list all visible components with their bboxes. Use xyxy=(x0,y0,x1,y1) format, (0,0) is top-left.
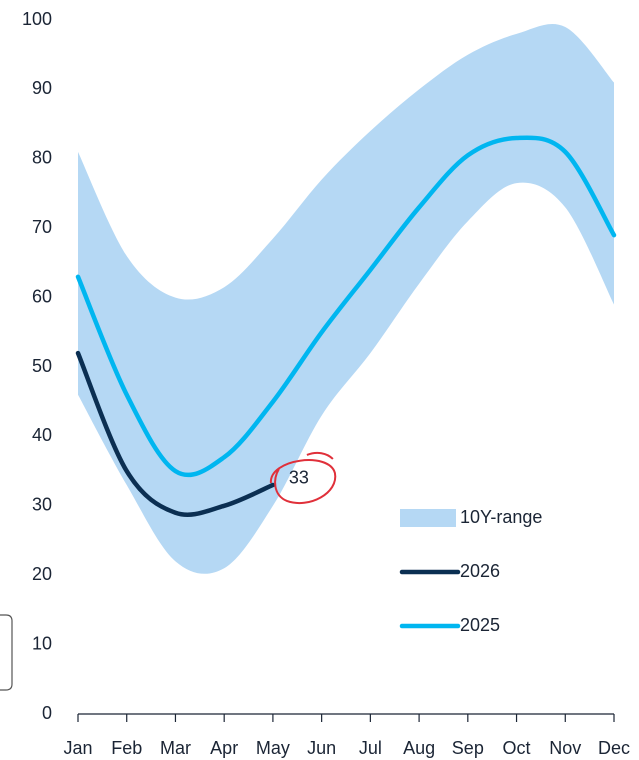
x-tick-label: Dec xyxy=(598,738,630,758)
y-tick-label: 100 xyxy=(22,9,52,29)
data-label: 33 xyxy=(289,468,309,488)
x-tick-label: Apr xyxy=(210,738,238,758)
legend-swatch xyxy=(400,509,456,527)
x-tick-label: Feb xyxy=(111,738,142,758)
series-line xyxy=(75,135,617,478)
x-tick-label: Nov xyxy=(549,738,581,758)
x-tick-label: Aug xyxy=(403,738,435,758)
x-tick-label: May xyxy=(256,738,290,758)
x-tick-label: Sep xyxy=(452,738,484,758)
y-tick-label: 10 xyxy=(32,633,52,653)
y-tick-label: 60 xyxy=(32,286,52,306)
x-tick-label: Jun xyxy=(307,738,336,758)
y-tick-label: 70 xyxy=(32,217,52,237)
x-tick-label: Oct xyxy=(503,738,531,758)
y-tick-label: 40 xyxy=(32,425,52,445)
y-tick-label: 50 xyxy=(32,356,52,376)
series-line xyxy=(75,350,276,517)
legend-label: 2025 xyxy=(460,615,500,635)
partial-frame xyxy=(0,614,13,691)
y-tick-label: 20 xyxy=(32,564,52,584)
x-tick-label: Mar xyxy=(160,738,191,758)
x-tick-label: Jul xyxy=(359,738,382,758)
y-tick-label: 80 xyxy=(32,148,52,168)
legend-label: 2026 xyxy=(460,561,500,581)
y-tick-label: 90 xyxy=(32,78,52,98)
highlight-circle xyxy=(269,451,337,504)
y-tick-label: 0 xyxy=(42,703,52,723)
x-tick-label: Jan xyxy=(63,738,92,758)
y-tick-label: 30 xyxy=(32,495,52,515)
legend-label: 10Y-range xyxy=(460,507,542,527)
